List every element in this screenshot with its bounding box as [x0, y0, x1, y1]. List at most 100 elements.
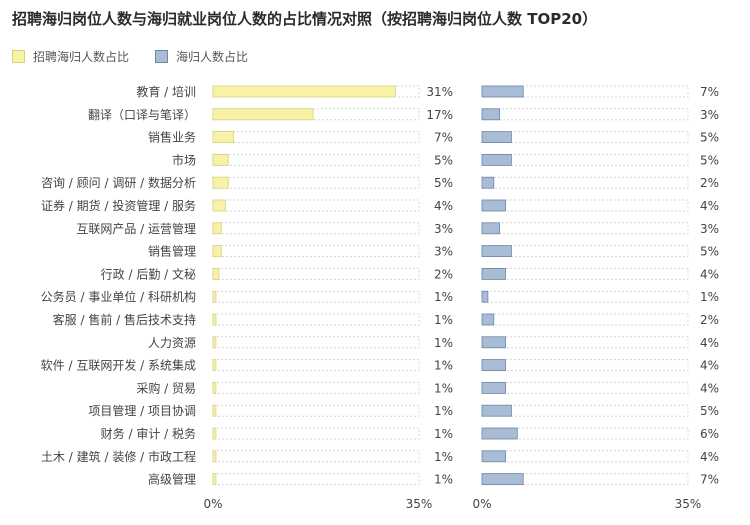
- category-label: 翻译（口译与笔译）: [88, 107, 196, 122]
- category-label: 咨询 / 顾问 / 调研 / 数据分析: [41, 175, 196, 190]
- bar-recruit: [212, 131, 235, 144]
- bar-track: [212, 131, 420, 144]
- bar-recruit: [212, 222, 222, 235]
- bar-returnee: [481, 245, 512, 258]
- bar-track: [481, 153, 689, 166]
- value-label-recruit: 1%: [434, 450, 453, 464]
- bar-recruit: [212, 313, 217, 326]
- category-label: 项目管理 / 项目协调: [88, 403, 196, 418]
- bar-returnee: [481, 222, 501, 235]
- bar-recruit: [212, 427, 217, 440]
- value-label-returnee: 5%: [700, 153, 719, 167]
- bar-track: [212, 176, 420, 189]
- value-label-returnee: 4%: [700, 381, 719, 395]
- bar-recruit: [212, 290, 217, 303]
- value-label-returnee: 5%: [700, 404, 719, 418]
- category-label: 土木 / 建筑 / 装修 / 市政工程: [41, 449, 196, 464]
- category-label: 软件 / 互联网开发 / 系统集成: [41, 358, 196, 373]
- value-label-returnee: 2%: [700, 313, 719, 327]
- bar-track: [481, 359, 689, 372]
- bar-track: [212, 245, 420, 258]
- x-tick-label: 0%: [472, 497, 491, 511]
- bar-track: [212, 153, 420, 166]
- bar-recruit: [212, 450, 217, 463]
- value-label-recruit: 1%: [434, 427, 453, 441]
- bar-track: [212, 381, 420, 394]
- bar-recruit: [212, 176, 229, 189]
- category-label: 行政 / 后勤 / 文秘: [101, 266, 196, 281]
- bar-track: [481, 381, 689, 394]
- value-label-returnee: 4%: [700, 450, 719, 464]
- bar-returnee: [481, 85, 524, 98]
- value-label-recruit: 1%: [434, 473, 453, 487]
- category-label: 教育 / 培训: [136, 84, 196, 99]
- legend-label-recruit: 招聘海归人数占比: [33, 50, 130, 64]
- legend-label-returnee: 海归人数占比: [176, 50, 249, 64]
- category-label: 高级管理: [148, 472, 196, 487]
- bar-returnee: [481, 131, 512, 144]
- bar-track: [481, 313, 689, 326]
- value-label-returnee: 5%: [700, 245, 719, 259]
- bar-recruit: [212, 199, 226, 212]
- value-label-recruit: 5%: [434, 153, 453, 167]
- bar-track: [481, 176, 689, 189]
- bar-returnee: [481, 176, 495, 189]
- value-label-recruit: 1%: [434, 336, 453, 350]
- bar-recruit: [212, 108, 314, 121]
- bar-recruit: [212, 359, 217, 372]
- bar-track: [212, 450, 420, 463]
- bar-track: [212, 336, 420, 349]
- bar-recruit: [212, 267, 220, 280]
- value-label-recruit: 1%: [434, 404, 453, 418]
- value-label-returnee: 4%: [700, 267, 719, 281]
- bar-returnee: [481, 267, 506, 280]
- legend-item-recruit: 招聘海归人数占比: [12, 48, 129, 65]
- value-label-returnee: 7%: [700, 473, 719, 487]
- bar-track: [481, 267, 689, 280]
- category-label: 互联网产品 / 运营管理: [76, 221, 196, 236]
- category-label: 客服 / 售前 / 售后技术支持: [53, 312, 196, 327]
- bar-returnee: [481, 404, 512, 417]
- legend: 招聘海归人数占比 海归人数占比: [12, 48, 274, 65]
- bar-recruit: [212, 473, 217, 486]
- value-label-recruit: 5%: [434, 176, 453, 190]
- value-label-recruit: 1%: [434, 381, 453, 395]
- bar-track: [481, 199, 689, 212]
- bar-track: [212, 359, 420, 372]
- value-label-recruit: 17%: [426, 108, 453, 122]
- category-label: 财务 / 审计 / 税务: [101, 426, 196, 441]
- value-label-returnee: 6%: [700, 427, 719, 441]
- bar-track: [481, 336, 689, 349]
- bar-returnee: [481, 381, 506, 394]
- bar-track: [481, 245, 689, 258]
- value-label-recruit: 31%: [426, 85, 453, 99]
- bar-recruit: [212, 336, 217, 349]
- bar-track: [212, 427, 420, 440]
- value-label-returnee: 3%: [700, 108, 719, 122]
- value-label-returnee: 3%: [700, 222, 719, 236]
- bar-track: [212, 222, 420, 235]
- category-label: 销售业务: [148, 130, 196, 145]
- bar-returnee: [481, 199, 506, 212]
- category-label: 人力资源: [148, 336, 196, 350]
- bar-track: [212, 313, 420, 326]
- bar-returnee: [481, 427, 518, 440]
- bar-track: [212, 290, 420, 303]
- bar-track: [481, 108, 689, 121]
- value-label-returnee: 4%: [700, 336, 719, 350]
- bar-track: [481, 290, 689, 303]
- value-label-recruit: 1%: [434, 290, 453, 304]
- category-label: 公务员 / 事业单位 / 科研机构: [41, 289, 196, 304]
- legend-swatch-recruit: [12, 50, 25, 63]
- bar-returnee: [481, 359, 506, 372]
- bar-returnee: [481, 313, 495, 326]
- bar-track: [481, 222, 689, 235]
- bar-track: [212, 199, 420, 212]
- bar-track: [212, 267, 420, 280]
- bar-track: [212, 404, 420, 417]
- legend-item-returnee: 海归人数占比: [155, 48, 248, 65]
- value-label-recruit: 7%: [434, 131, 453, 145]
- value-label-returnee: 2%: [700, 176, 719, 190]
- value-label-returnee: 5%: [700, 131, 719, 145]
